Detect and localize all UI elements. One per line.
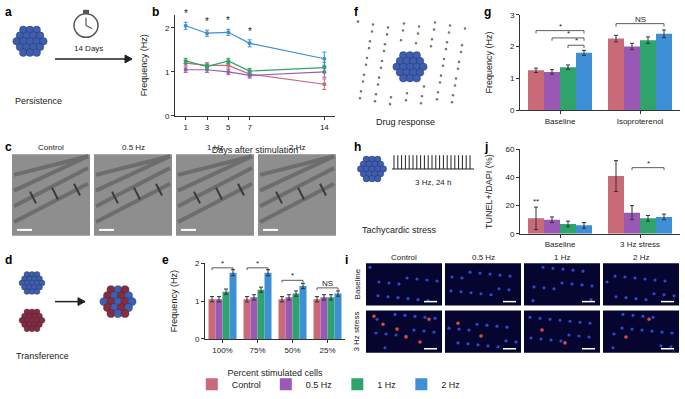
svg-text:20: 20 <box>505 201 514 210</box>
svg-text:d: d <box>5 253 12 267</box>
svg-text:1: 1 <box>195 297 200 306</box>
svg-text:0.5 Hz: 0.5 Hz <box>306 380 333 390</box>
svg-text:h: h <box>354 140 361 154</box>
svg-text:Baseline: Baseline <box>545 117 576 126</box>
svg-text:50%: 50% <box>284 346 300 355</box>
svg-text:Frequency (Hz): Frequency (Hz) <box>139 34 149 96</box>
svg-text:*: * <box>647 159 650 168</box>
svg-text:a: a <box>5 5 12 19</box>
svg-text:*: * <box>248 26 252 37</box>
svg-text:60: 60 <box>505 145 514 154</box>
svg-text:g: g <box>484 5 491 19</box>
svg-text:2: 2 <box>195 259 200 268</box>
svg-text:2: 2 <box>510 42 515 51</box>
svg-text:100%: 100% <box>212 346 232 355</box>
svg-text:**: ** <box>533 197 539 206</box>
svg-text:*: * <box>256 259 259 268</box>
svg-text:2 Hz: 2 Hz <box>633 253 649 262</box>
svg-text:3: 3 <box>510 11 515 20</box>
svg-text:3 Hz stress: 3 Hz stress <box>352 312 361 352</box>
svg-text:40: 40 <box>505 173 514 182</box>
svg-text:*: * <box>559 22 562 31</box>
svg-text:5: 5 <box>226 123 231 132</box>
svg-text:0: 0 <box>510 106 515 115</box>
svg-text:1: 1 <box>183 123 188 132</box>
svg-text:Days after stimulation: Days after stimulation <box>212 145 299 155</box>
svg-text:*: * <box>221 259 224 268</box>
svg-text:2 Hz: 2 Hz <box>441 380 460 390</box>
svg-text:TUNEL+/DAPI (%): TUNEL+/DAPI (%) <box>484 154 494 229</box>
svg-text:14 Days: 14 Days <box>74 44 103 53</box>
svg-text:e: e <box>162 253 169 267</box>
svg-text:0.5 Hz: 0.5 Hz <box>472 253 495 262</box>
svg-text:NS: NS <box>322 279 333 288</box>
svg-text:25%: 25% <box>319 346 335 355</box>
svg-text:f: f <box>354 5 359 19</box>
svg-text:3 Hz, 24 h: 3 Hz, 24 h <box>415 178 451 187</box>
svg-text:Tachycardic stress: Tachycardic stress <box>362 225 437 235</box>
svg-text:0: 0 <box>195 335 200 344</box>
svg-text:Isoproterenol: Isoproterenol <box>617 117 664 126</box>
svg-text:7: 7 <box>247 123 252 132</box>
svg-text:2 Hz: 2 Hz <box>289 143 305 152</box>
svg-text:Drug response: Drug response <box>376 117 435 127</box>
svg-text:3: 3 <box>205 123 210 132</box>
svg-text:*: * <box>226 15 230 26</box>
svg-text:*: * <box>205 16 209 27</box>
svg-text:*: * <box>567 29 570 38</box>
svg-text:Control: Control <box>38 143 64 152</box>
svg-text:c: c <box>5 140 12 154</box>
svg-text:Frequency (Hz): Frequency (Hz) <box>169 270 179 332</box>
svg-text:j: j <box>484 140 488 154</box>
svg-text:Frequency (Hz): Frequency (Hz) <box>484 31 494 93</box>
svg-text:*: * <box>184 8 188 19</box>
svg-text:Transference: Transference <box>16 351 69 361</box>
svg-text:NS: NS <box>635 15 646 24</box>
svg-text:1: 1 <box>165 68 170 77</box>
svg-text:1 Hz: 1 Hz <box>377 380 396 390</box>
svg-text:1 Hz: 1 Hz <box>554 253 570 262</box>
svg-text:14: 14 <box>320 123 329 132</box>
svg-text:Control: Control <box>391 253 417 262</box>
svg-text:Control: Control <box>232 380 261 390</box>
svg-text:1: 1 <box>510 74 515 83</box>
svg-text:75%: 75% <box>249 346 265 355</box>
svg-text:Percent stimulated cells: Percent stimulated cells <box>227 368 323 378</box>
svg-text:2: 2 <box>165 24 170 33</box>
svg-text:Persistence: Persistence <box>15 96 62 106</box>
svg-text:Baseline: Baseline <box>545 240 576 249</box>
svg-text:*: * <box>575 36 578 45</box>
svg-text:0: 0 <box>165 112 170 121</box>
svg-text:i: i <box>345 253 348 267</box>
svg-text:Baseline: Baseline <box>353 268 362 299</box>
svg-text:0.5 Hz: 0.5 Hz <box>122 143 145 152</box>
svg-text:b: b <box>152 5 159 19</box>
svg-text:0: 0 <box>510 230 515 239</box>
svg-text:3 Hz stress: 3 Hz stress <box>620 240 660 249</box>
svg-text:*: * <box>291 271 294 280</box>
svg-text:1 Hz: 1 Hz <box>207 143 223 152</box>
